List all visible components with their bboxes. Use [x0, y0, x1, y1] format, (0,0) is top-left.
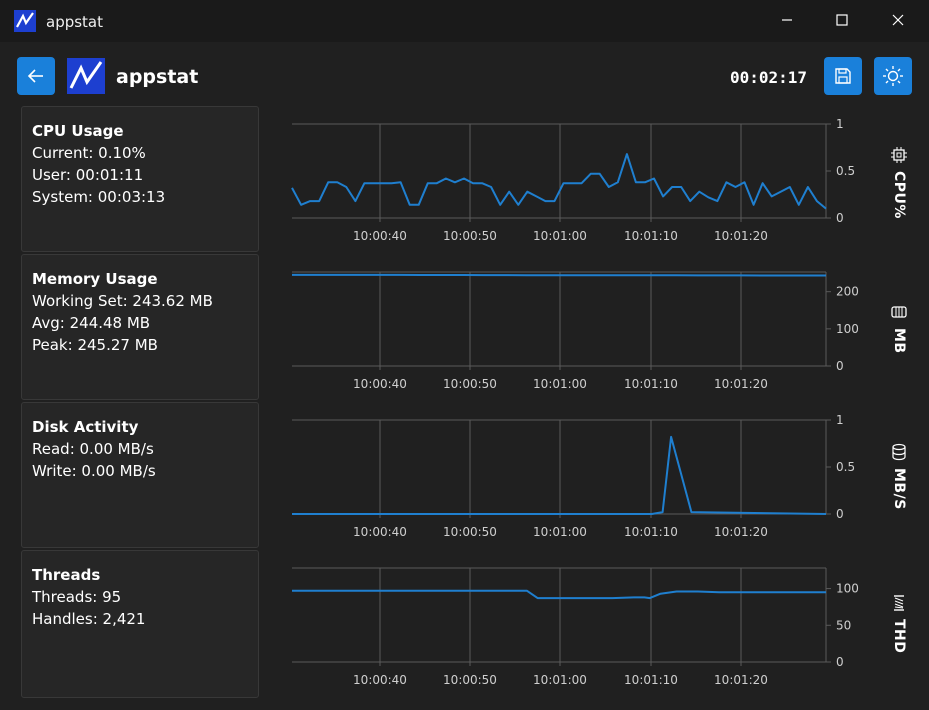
y-tick-label: 1	[836, 413, 844, 427]
minimize-button[interactable]	[764, 0, 810, 40]
elapsed-timer: 00:02:17	[730, 68, 808, 87]
cpu-current: Current: 0.10%	[32, 144, 146, 162]
x-tick-label: 10:01:00	[533, 673, 587, 687]
memory-peak: Peak: 245.27 MB	[32, 336, 158, 354]
x-tick-label: 10:01:20	[714, 525, 768, 539]
save-button[interactable]	[824, 57, 862, 95]
x-tick-label: 10:01:10	[624, 377, 678, 391]
y-tick-label: 0	[836, 359, 844, 373]
handles-count: Handles: 2,421	[32, 610, 146, 628]
disk-axis-text: MB/S	[891, 468, 907, 510]
y-tick-label: 1	[836, 117, 844, 131]
cpu-axis-text: CPU%	[891, 171, 907, 219]
x-tick-label: 10:01:20	[714, 377, 768, 391]
x-tick-label: 10:00:50	[443, 229, 497, 243]
x-tick-label: 10:01:10	[624, 525, 678, 539]
back-button[interactable]	[17, 57, 55, 95]
y-tick-label: 100	[836, 322, 859, 336]
theme-toggle-button[interactable]	[874, 57, 912, 95]
series-line	[292, 273, 826, 277]
minimize-icon	[782, 19, 792, 21]
x-tick-label: 10:01:20	[714, 229, 768, 243]
memory-icon	[891, 306, 907, 318]
y-tick-label: 0.5	[836, 460, 855, 474]
x-tick-label: 10:01:10	[624, 673, 678, 687]
memory-axis-text: MB	[891, 328, 907, 354]
series-line	[292, 435, 827, 515]
x-tick-label: 10:01:00	[533, 377, 587, 391]
y-tick-label: 0	[836, 211, 844, 225]
disk-write: Write: 0.00 MB/s	[32, 462, 156, 480]
disk-chart: 10:00:40 10:00:50 10:01:00 10:01:10 10:01:20…	[292, 413, 855, 539]
x-tick-label: 10:00:50	[443, 525, 497, 539]
disk-activity-card: Disk Activity Read: 0.00 MB/s Write: 0.0…	[21, 402, 259, 548]
cpu-user-time: User: 00:01:11	[32, 166, 144, 184]
x-tick-label: 10:00:50	[443, 673, 497, 687]
cpu-usage-card: CPU Usage Current: 0.10% User: 00:01:11 …	[21, 106, 259, 252]
x-tick-label: 10:01:20	[714, 673, 768, 687]
cpu-card-title: CPU Usage	[32, 122, 124, 140]
x-tick-label: 10:00:50	[443, 377, 497, 391]
app-logo-icon	[14, 10, 36, 32]
cpu-chip-icon	[891, 147, 907, 163]
maximize-button[interactable]	[819, 0, 865, 40]
x-tick-label: 10:01:00	[533, 525, 587, 539]
y-tick-label: 0	[836, 655, 844, 669]
series-line	[292, 589, 826, 600]
memory-axis-label: MB	[878, 302, 920, 354]
sun-icon	[883, 66, 903, 86]
x-tick-label: 10:01:00	[533, 229, 587, 243]
threads-count: Threads: 95	[32, 588, 122, 606]
disk-card-title: Disk Activity	[32, 418, 139, 436]
memory-working-set: Working Set: 243.62 MB	[32, 292, 213, 310]
x-tick-label: 10:00:40	[353, 525, 407, 539]
app-logo-icon	[67, 58, 105, 94]
disk-axis-label: MB/S	[878, 442, 920, 510]
x-tick-label: 10:00:40	[353, 673, 407, 687]
threads-card: Threads Threads: 95 Handles: 2,421	[21, 550, 259, 698]
memory-avg: Avg: 244.48 MB	[32, 314, 151, 332]
cpu-chart: 10:00:40 10:00:50 10:01:00 10:01:10 10:01:20…	[291, 117, 855, 243]
thread-spool-icon	[894, 595, 904, 611]
app-title: appstat	[116, 66, 199, 88]
x-tick-label: 10:01:10	[624, 229, 678, 243]
threads-axis-text: THD	[891, 619, 907, 654]
y-tick-label: 100	[836, 582, 859, 596]
disk-read: Read: 0.00 MB/s	[32, 440, 154, 458]
memory-chart: 10:00:40 10:00:50 10:01:00 10:01:10 10:01:20…	[292, 271, 859, 391]
y-tick-label: 200	[836, 285, 859, 299]
close-button[interactable]	[875, 0, 921, 40]
cpu-system-time: System: 00:03:13	[32, 188, 166, 206]
y-tick-label: 0.5	[836, 164, 855, 178]
y-tick-label: 50	[836, 618, 851, 632]
threads-card-title: Threads	[32, 566, 101, 584]
save-icon	[835, 68, 851, 84]
maximize-icon	[836, 14, 848, 26]
close-icon	[892, 14, 904, 26]
threads-chart: 10:00:40 10:00:50 10:01:00 10:01:10 10:01:20…	[292, 567, 859, 687]
threads-axis-label: THD	[878, 593, 920, 653]
arrow-left-icon	[27, 69, 43, 83]
series-line	[291, 153, 827, 210]
y-tick-label: 0	[836, 507, 844, 521]
x-tick-label: 10:00:40	[353, 377, 407, 391]
window-titlebar: appstat	[0, 0, 929, 42]
disk-icon	[892, 443, 906, 461]
window-title: appstat	[46, 13, 104, 31]
memory-usage-card: Memory Usage Working Set: 243.62 MB Avg:…	[21, 254, 259, 400]
memory-card-title: Memory Usage	[32, 270, 158, 288]
cpu-axis-label: CPU%	[878, 145, 920, 219]
x-tick-label: 10:00:40	[353, 229, 407, 243]
